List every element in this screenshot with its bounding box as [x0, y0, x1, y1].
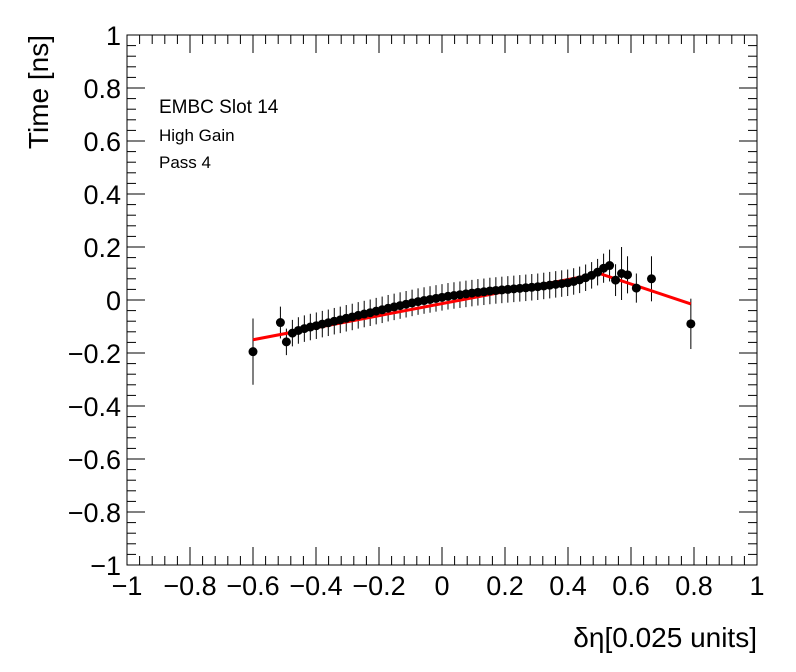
- y-tick-label: 0.8: [83, 74, 121, 104]
- data-points: [248, 261, 696, 357]
- y-tick-label: −0.6: [68, 445, 121, 475]
- data-point: [275, 318, 285, 328]
- data-point: [605, 261, 615, 271]
- y-tick-label: 0: [106, 286, 121, 316]
- data-point: [623, 270, 633, 280]
- data-point: [611, 275, 621, 285]
- data-point: [281, 337, 291, 347]
- y-tick-label: 0.2: [83, 233, 121, 263]
- x-tick-label: 0.8: [675, 571, 713, 601]
- x-tick-label: −0.2: [352, 571, 405, 601]
- y-tick-label: 1: [106, 21, 121, 51]
- data-point: [646, 274, 656, 284]
- y-tick-label: −0.2: [68, 339, 121, 369]
- data-point: [686, 319, 696, 329]
- annotation-gain: High Gain: [159, 126, 235, 145]
- x-tick-label: 0.4: [549, 571, 587, 601]
- y-tick-label: −0.8: [68, 498, 121, 528]
- x-tick-labels: −1 −0.8 −0.6 −0.4 −0.2 0 0.2 0.4 0.6 0.8 1: [112, 571, 765, 601]
- data-point: [248, 347, 258, 357]
- annotation-title: EMBC Slot 14: [159, 97, 279, 118]
- annotation-pass: Pass 4: [159, 153, 211, 172]
- data-point: [631, 283, 641, 293]
- x-tick-label: 0: [434, 571, 449, 601]
- x-tick-label: −0.6: [226, 571, 279, 601]
- x-tick-label: −0.8: [163, 571, 216, 601]
- x-tick-label: 0.2: [486, 571, 524, 601]
- y-tick-labels: −1 −0.8 −0.6 −0.4 −0.2 0 0.2 0.4 0.6 0.8 1: [68, 21, 121, 581]
- x-tick-label: −0.4: [289, 571, 342, 601]
- x-axis-label: δη[0.025 units]: [573, 622, 757, 653]
- y-tick-label: 0.4: [83, 180, 121, 210]
- y-axis-label: Time [ns]: [23, 35, 54, 149]
- y-tick-label: 0.6: [83, 127, 121, 157]
- x-tick-label: 1: [749, 571, 764, 601]
- y-tick-label: −1: [90, 551, 121, 581]
- x-tick-label: −1: [112, 571, 143, 601]
- y-tick-label: −0.4: [68, 392, 121, 422]
- x-tick-label: 0.6: [612, 571, 650, 601]
- error-bars: [252, 247, 692, 385]
- axis-ticks: [126, 34, 758, 566]
